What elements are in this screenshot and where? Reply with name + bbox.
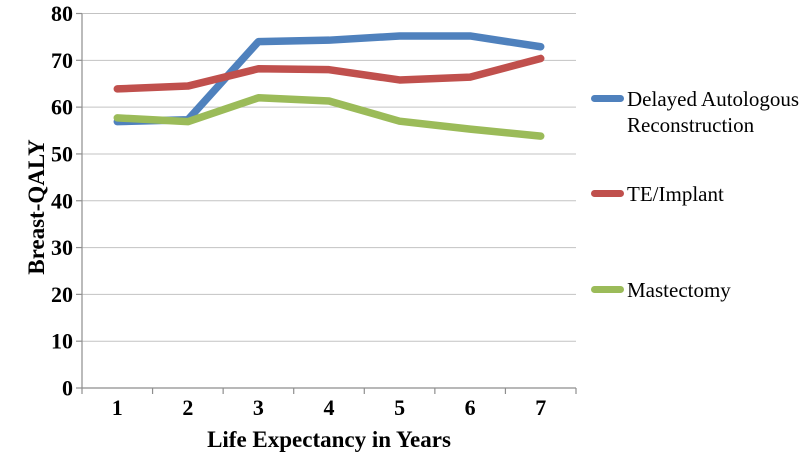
y-tick-label: 40 <box>51 188 73 213</box>
legend-item-mastectomy: Mastectomy <box>591 277 800 303</box>
y-tick-label: 80 <box>51 1 73 26</box>
y-tick-label: 20 <box>51 282 73 307</box>
legend-swatch-delayed-autologous-reconstruction-icon <box>591 95 624 102</box>
y-tick-label: 0 <box>62 376 73 401</box>
legend-label-mastectomy: Mastectomy <box>627 278 731 302</box>
x-axis-title: Life Expectancy in Years <box>207 427 451 452</box>
y-tick-label: 50 <box>51 141 73 166</box>
legend-swatch-mastectomy-icon <box>591 286 624 293</box>
legend: Delayed Autologous Reconstruction TE/Imp… <box>591 86 800 326</box>
x-tick-label: 1 <box>112 395 123 420</box>
legend-swatch-te-implant-icon <box>591 190 624 197</box>
legend-label-delayed-autologous-reconstruction: Delayed Autologous Reconstruction <box>627 87 800 137</box>
x-tick-label: 3 <box>253 395 264 420</box>
y-axis-title: Breast-QALY <box>24 139 49 275</box>
x-tick-label: 7 <box>535 395 546 420</box>
series-line-mastectomy <box>113 94 545 140</box>
legend-item-te-implant: TE/Implant <box>591 181 800 207</box>
legend-item-delayed-autologous-reconstruction: Delayed Autologous Reconstruction <box>591 86 800 138</box>
legend-label-te-implant: TE/Implant <box>627 182 724 206</box>
y-tick-label: 70 <box>51 48 73 73</box>
y-tick-label: 60 <box>51 95 73 120</box>
y-tick-label: 30 <box>51 235 73 260</box>
y-tick-label: 10 <box>51 329 73 354</box>
x-tick-label: 2 <box>182 395 193 420</box>
x-tick-label: 5 <box>394 395 405 420</box>
x-tick-label: 4 <box>324 395 335 420</box>
series-line-te-implant <box>113 54 545 93</box>
x-tick-label: 6 <box>465 395 476 420</box>
